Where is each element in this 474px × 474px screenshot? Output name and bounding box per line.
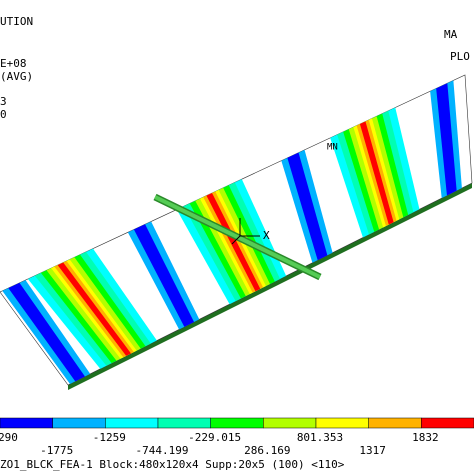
contour-band (133, 224, 195, 327)
header-text: 0 (0, 108, 7, 121)
legend-label: 1317 (359, 444, 386, 457)
header-text: (AVG) (0, 70, 33, 83)
legend-swatch (210, 417, 264, 429)
legend-label: 1832 (412, 431, 439, 444)
min-marker: MN (327, 143, 338, 153)
contour-band (436, 83, 457, 196)
contour-band (8, 282, 85, 382)
legend-swatch (157, 417, 211, 429)
axis-triad (231, 218, 260, 245)
plate (0, 74, 473, 390)
footer-text: ZO1_BLCK_FEA-1 Block:480x120x4 Supp:20x5… (0, 458, 345, 471)
legend-label: -744.199 (136, 444, 189, 457)
header-text: PLO (450, 50, 470, 63)
header-text: MA (444, 28, 458, 41)
legend-swatch (52, 417, 106, 429)
header-text: UTION (0, 15, 33, 28)
legend-swatch (263, 417, 317, 429)
legend-label: -1259 (93, 431, 126, 444)
legend-swatch (368, 417, 422, 429)
contour-band (57, 262, 132, 356)
legend-label: 286.169 (244, 444, 290, 457)
legend-swatch (315, 417, 369, 429)
legend-label: 801.353 (297, 431, 343, 444)
contour-band (359, 121, 394, 225)
header-text: E+08 (0, 57, 27, 70)
legend-swatch (421, 417, 474, 429)
legend-swatch (105, 417, 159, 429)
contour-band (287, 152, 328, 261)
legend-label: 290 (0, 431, 18, 444)
legend-swatch (0, 417, 53, 429)
axis-label: X (263, 229, 270, 242)
cross-beam-face (154, 195, 321, 279)
legend-label: -1775 (40, 444, 73, 457)
legend-label: -229.015 (188, 431, 241, 444)
plate-edge (68, 183, 472, 390)
header-text: 3 (0, 95, 7, 108)
